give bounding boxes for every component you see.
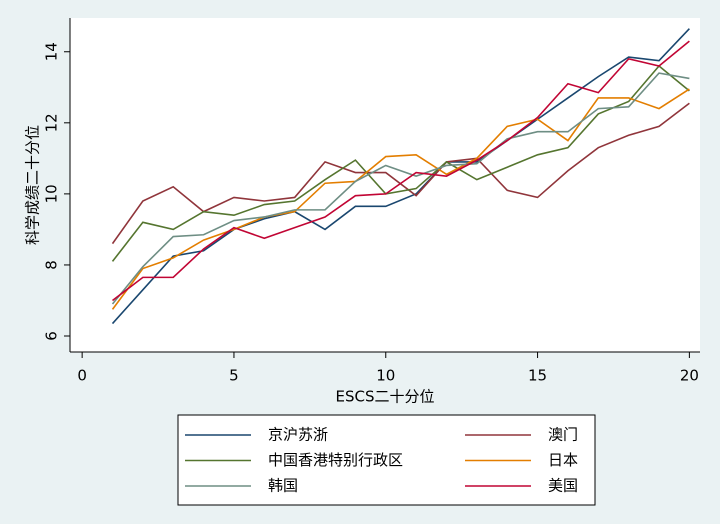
series-line <box>111 72 690 305</box>
y-axis-label: 科学成绩二十分位 <box>24 125 42 245</box>
y-tick-label: 10 <box>43 184 61 203</box>
legend-label: 美国 <box>548 477 578 495</box>
x-tick-label: 15 <box>528 367 547 385</box>
x-tick-label: 0 <box>77 367 87 385</box>
legend-label: 日本 <box>548 451 578 469</box>
y-tick-label: 12 <box>43 113 61 132</box>
legend-label: 京沪苏浙 <box>268 426 328 444</box>
series-line <box>111 28 690 325</box>
series-line <box>111 64 690 262</box>
series-line <box>112 40 690 302</box>
y-tick-label: 14 <box>43 42 61 61</box>
legend-label: 韩国 <box>268 477 298 495</box>
legend-label: 中国香港特别行政区 <box>268 451 403 469</box>
plot-area <box>70 18 700 352</box>
y-tick-label: 6 <box>43 331 61 341</box>
series-line <box>111 88 690 310</box>
x-tick-label: 20 <box>680 367 699 385</box>
y-tick-label: 8 <box>43 260 61 270</box>
legend-label: 澳门 <box>548 426 578 444</box>
x-tick-label: 5 <box>229 367 239 385</box>
x-axis-label: ESCS二十分位 <box>336 388 435 406</box>
x-tick-label: 10 <box>376 367 395 385</box>
